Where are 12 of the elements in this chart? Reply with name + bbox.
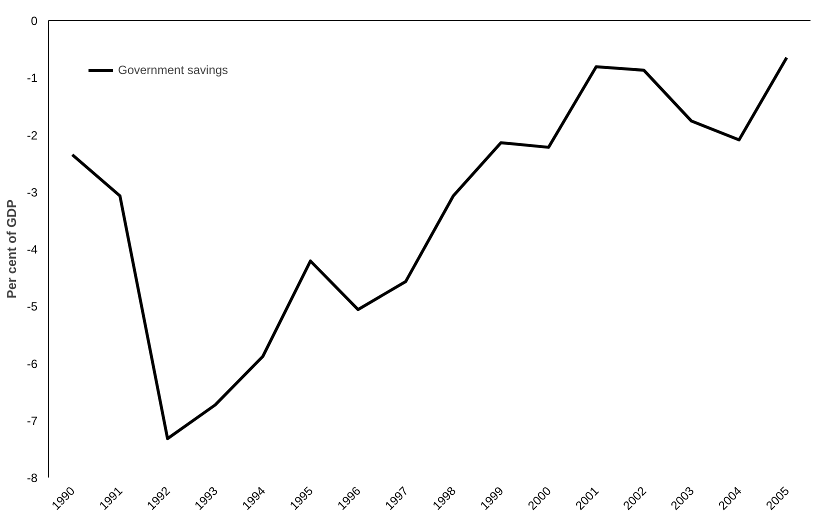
y-tick-label: 0 <box>30 14 38 28</box>
y-tick-label: -2 <box>26 128 38 142</box>
y-tick-label: -5 <box>26 300 38 314</box>
y-tick-label: -3 <box>26 185 38 200</box>
y-axis-title: Per cent of GDP <box>4 199 19 298</box>
y-tick-label: -6 <box>26 356 38 371</box>
y-tick-label: -1 <box>26 71 38 86</box>
y-tick-label: -8 <box>26 471 38 485</box>
legend-label: Government savings <box>118 63 228 77</box>
line-series <box>70 56 788 440</box>
y-tick-label: -7 <box>26 414 38 428</box>
y-tick-label: -4 <box>26 242 38 256</box>
